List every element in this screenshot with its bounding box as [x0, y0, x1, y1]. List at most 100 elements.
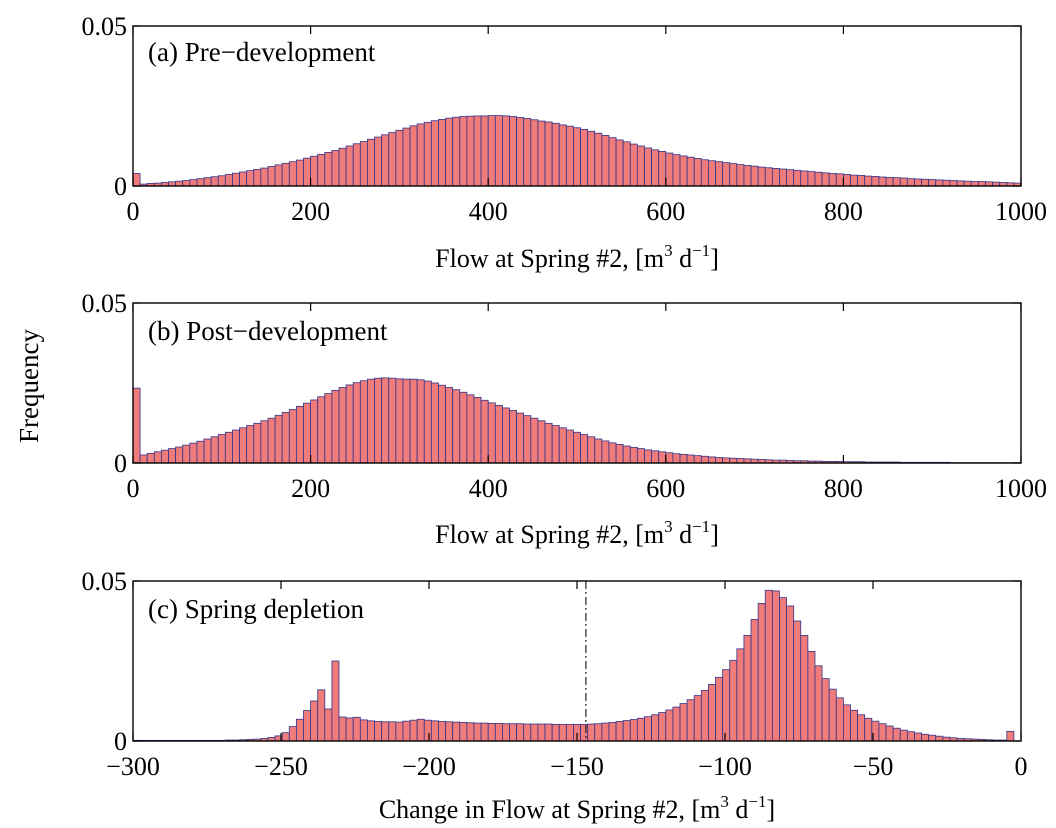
panel-b-bar — [374, 377, 383, 464]
panel-a-bar — [239, 171, 248, 187]
panel-a-bar — [651, 149, 660, 187]
panel-c-bar — [1006, 731, 1015, 742]
panel-b-bar — [239, 427, 248, 464]
panel-c-title: (c) Spring depletion — [148, 594, 364, 624]
panel-a-bar — [260, 167, 269, 187]
panel-a-bar — [679, 155, 688, 187]
panel-a-bar — [367, 138, 375, 187]
panel-b-x-tick-label: 600 — [646, 474, 685, 503]
panel-b-bar — [573, 431, 581, 464]
panel-b-bar — [168, 448, 177, 464]
panel-b-bar — [715, 457, 724, 464]
panel-c-bar — [864, 717, 873, 742]
panel-b-bar — [267, 417, 276, 464]
panel-a-bar — [743, 165, 752, 187]
panel-a-bar — [516, 117, 525, 187]
panel-a-bar — [899, 177, 908, 187]
panel-c-bar — [452, 721, 461, 742]
panel-c-bar — [906, 731, 915, 742]
panel-b-bar — [466, 394, 475, 464]
panel-a-bar — [693, 158, 702, 187]
panel-c-bar — [722, 669, 731, 742]
panel-a-bar — [374, 136, 383, 187]
panel-b-bar — [615, 444, 624, 464]
panel-c-y-tick-label: 0.05 — [82, 567, 128, 596]
panel-c-bar — [445, 721, 454, 742]
panel-b-bar — [601, 440, 610, 464]
panel-a-bar — [850, 174, 858, 187]
panel-c-bar — [786, 605, 795, 742]
panel-b-bar — [274, 414, 283, 464]
panel-b-bar — [281, 412, 290, 464]
panel-a-bar — [224, 174, 233, 187]
panel-b-bar — [317, 396, 326, 464]
panel-c-ticks: −300 −250 −200 −150 −100 −50 0 0 0.05 — [82, 567, 1028, 781]
panel-c-bar — [601, 722, 610, 742]
panel-a-bar — [906, 178, 915, 187]
panel-b-bar — [139, 454, 148, 464]
panel-b-bar — [480, 399, 489, 464]
panel-c-bar — [551, 723, 560, 742]
panel-b-y-tick-label: 0 — [114, 449, 127, 478]
panel-c-bar — [416, 718, 425, 742]
panel-a-bar — [303, 157, 311, 187]
panel-c-bar — [665, 709, 674, 742]
panel-a-bar — [615, 139, 624, 187]
panel-a-bar — [217, 175, 226, 187]
panel-a-bar — [885, 176, 894, 187]
panel-b-bar — [295, 405, 304, 464]
panel-c-bar — [622, 720, 631, 742]
panel-c-bar — [587, 723, 596, 742]
panel-a-bar — [274, 164, 283, 187]
panel-c-bar — [487, 723, 496, 742]
panel-c-bar — [764, 589, 773, 742]
panel-b-bar — [182, 444, 191, 464]
panel-c-bar — [615, 721, 624, 742]
panel-a-bar — [359, 141, 368, 187]
panel-a-x-tick-label: 800 — [824, 197, 863, 226]
panel-b-bar — [594, 438, 603, 464]
panel-b-bar — [253, 422, 262, 464]
panel-c-bar — [544, 723, 553, 742]
panel-a-bar — [871, 175, 880, 187]
panel-c-bar — [935, 735, 944, 742]
panel-b-x-tick-label: 1000 — [995, 474, 1047, 503]
panel-b-bar — [153, 451, 162, 464]
panel-b-bar — [175, 446, 184, 464]
panel-b-bar — [523, 415, 532, 464]
panel-c-bar — [317, 689, 326, 742]
panel-a-bar — [914, 178, 922, 187]
panel-a-bar — [523, 118, 532, 187]
panel-a-bar — [189, 179, 198, 187]
panel-b-bar — [395, 378, 404, 464]
panel-b-bar — [232, 429, 240, 464]
panel-c-bars — [132, 589, 1015, 742]
panel-b-bar — [217, 434, 226, 464]
panel-c-bar — [459, 722, 468, 742]
panel-c-bar — [580, 723, 589, 742]
panel-b-bar — [729, 457, 738, 464]
panel-b-bar — [409, 378, 418, 464]
panel-b-bar — [459, 391, 468, 464]
panel-b-bar — [303, 402, 311, 464]
panel-a-bar — [502, 115, 510, 187]
panel-a-x-tick-label: 400 — [469, 197, 508, 226]
panel-b-bar — [622, 445, 631, 464]
panel-c-bar — [494, 723, 503, 742]
panel-c-bar — [303, 710, 311, 742]
panel-b-bar — [651, 450, 660, 464]
panel-a-bar — [537, 120, 546, 187]
panel-c-y-tick-label: 0 — [114, 727, 127, 756]
panel-b-bars — [132, 377, 1022, 464]
panel-b-bar — [636, 448, 645, 464]
panel-c-bar — [892, 727, 901, 742]
panel-a-bar — [345, 145, 354, 187]
panel-c-bar — [736, 648, 745, 742]
panel-b-bar — [388, 377, 397, 464]
panel-a-bar — [793, 169, 802, 187]
panel-a-bar — [665, 152, 674, 187]
panel-c-bar — [288, 726, 297, 742]
panel-c-bar — [899, 729, 908, 742]
panel-c-bar — [843, 704, 851, 742]
panel-c-bar — [438, 721, 446, 742]
